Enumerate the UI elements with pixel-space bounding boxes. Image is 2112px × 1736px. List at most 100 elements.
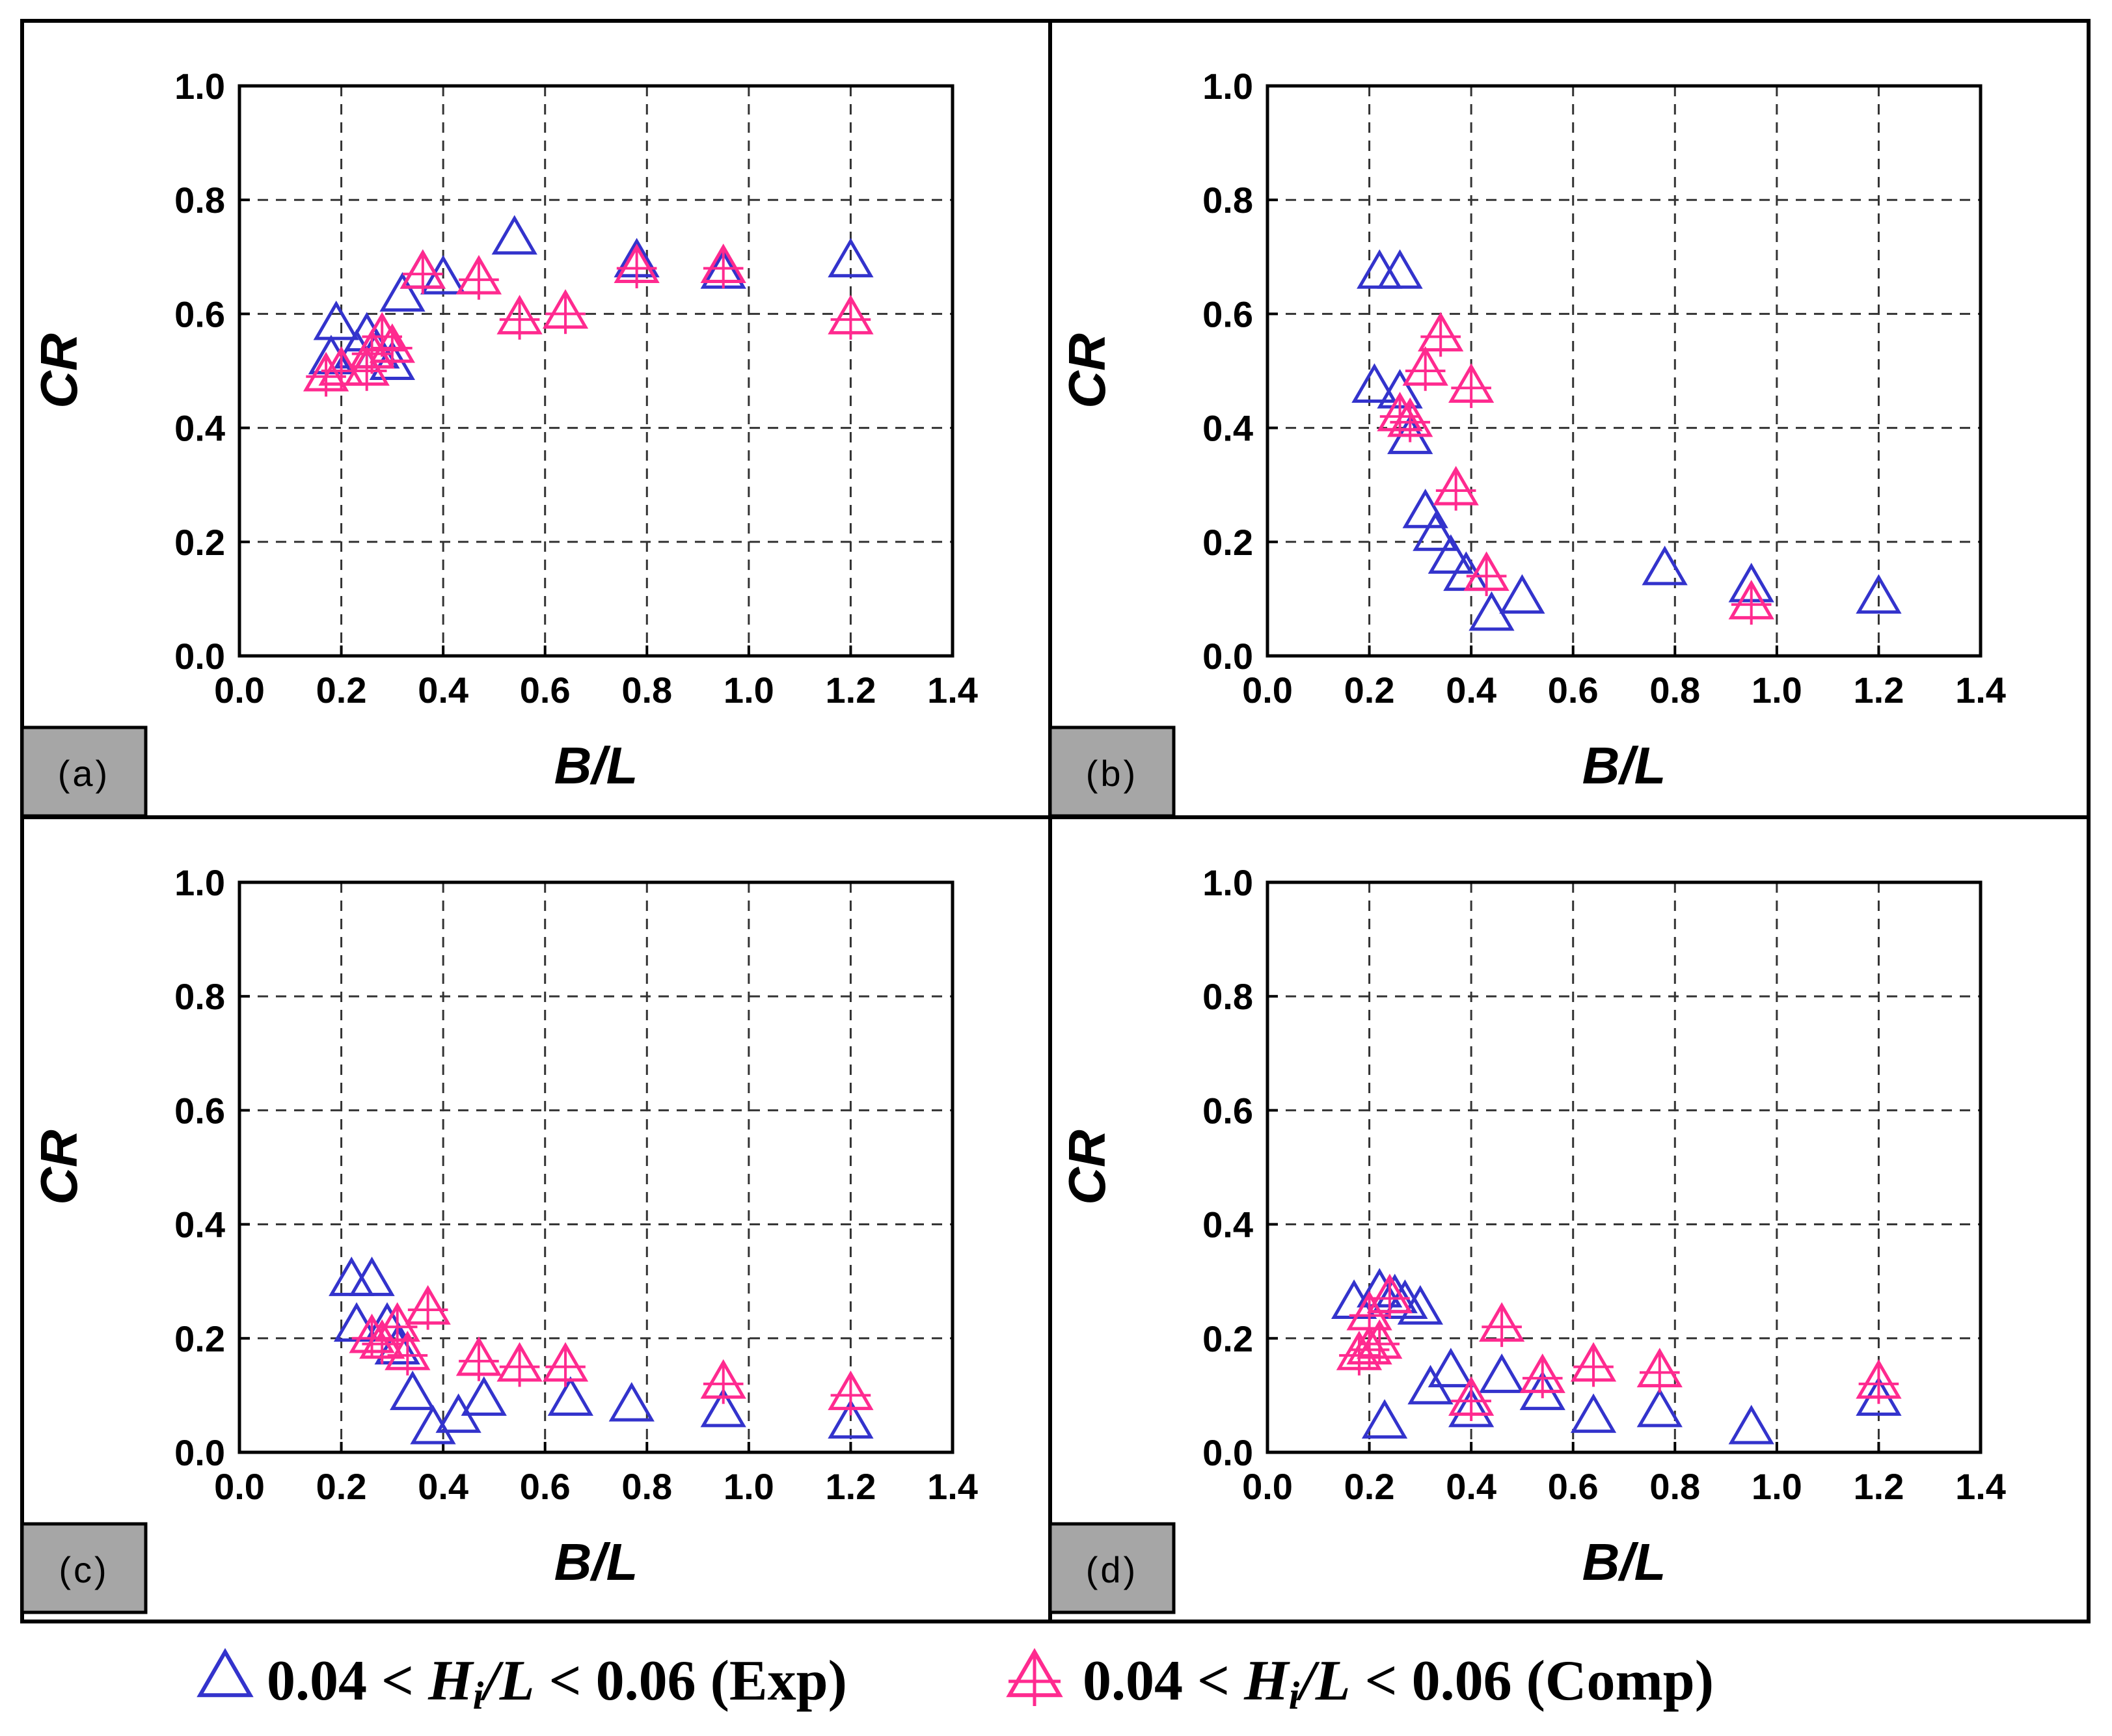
legend-exp-suffix: < 0.06 (Exp) bbox=[534, 1649, 846, 1713]
y-tick-label: 0.8 bbox=[174, 180, 225, 221]
plot-area bbox=[237, 880, 954, 1454]
data-point-exp bbox=[828, 1399, 874, 1439]
data-point-comp bbox=[496, 1342, 543, 1387]
data-point-comp bbox=[1570, 1342, 1617, 1387]
panel-tag-b: (b) bbox=[1048, 726, 1176, 818]
series-comp bbox=[1377, 312, 1774, 625]
data-point-comp bbox=[1463, 551, 1510, 597]
plot-area bbox=[1266, 84, 1983, 658]
data-point-exp bbox=[1413, 511, 1459, 551]
data-point-comp bbox=[399, 249, 446, 294]
x-tick-label: 0.0 bbox=[1242, 1466, 1293, 1507]
data-point-comp bbox=[385, 1331, 431, 1376]
x-tick-label: 1.2 bbox=[825, 670, 876, 711]
data-point-exp bbox=[1351, 363, 1398, 403]
data-point-exp bbox=[1428, 1348, 1474, 1388]
panel-b: 0.0 0.2 0.4 0.6 0.8 1.0 1.2 1.4 0.0 0.2 0.4 0.6 0.8 1… bbox=[1048, 66, 2006, 818]
x-tick-label: 1.0 bbox=[724, 1466, 774, 1507]
x-tick-label: 0.4 bbox=[418, 670, 468, 711]
x-axis-label: B/L bbox=[1582, 737, 1666, 794]
data-point-comp bbox=[455, 254, 502, 300]
x-tick-label: 0.8 bbox=[1649, 670, 1700, 711]
y-tick-label: 0.6 bbox=[1202, 293, 1253, 334]
x-tick-label: 0.6 bbox=[1548, 1466, 1599, 1507]
data-point-comp bbox=[542, 289, 589, 334]
x-tick-label: 0.2 bbox=[316, 1466, 367, 1507]
x-tick-label: 0.2 bbox=[1344, 1466, 1395, 1507]
data-point-comp bbox=[1448, 1376, 1495, 1421]
x-axis-label: B/L bbox=[554, 1533, 638, 1591]
legend-comp-suffix: < 0.06 (Comp) bbox=[1350, 1649, 1714, 1713]
data-point-exp bbox=[1642, 545, 1688, 586]
x-tick-label: 0.8 bbox=[621, 670, 672, 711]
x-tick-label: 0.4 bbox=[1446, 670, 1496, 711]
panel-tag-label: (a) bbox=[58, 753, 110, 794]
figure-frame bbox=[20, 19, 2091, 1623]
x-tick-label: 0.2 bbox=[316, 670, 367, 711]
data-point-comp bbox=[1366, 1273, 1413, 1319]
x-axis-label: B/L bbox=[554, 737, 638, 794]
x-tick-label: 1.2 bbox=[1853, 1466, 1904, 1507]
panel-a: 0.0 0.2 0.4 0.6 0.8 1.0 1.2 1.4 0.0 0.2 0.4 0.6 0.8 1… bbox=[20, 66, 978, 818]
legend-comp-prefix: 0.04 < bbox=[1083, 1649, 1244, 1713]
legend-comp-var-l: /L bbox=[1295, 1649, 1350, 1713]
data-point-exp bbox=[1448, 1387, 1495, 1428]
x-tick-label: 1.2 bbox=[1853, 670, 1904, 711]
legend-comp-label: 0.04 < Hi/L < 0.06 (Comp) bbox=[1083, 1649, 1714, 1717]
y-tick-label: 0.4 bbox=[1202, 1204, 1253, 1245]
data-point-exp bbox=[1499, 574, 1545, 614]
x-tick-label: 1.0 bbox=[1752, 1466, 1802, 1507]
panel-tag-box bbox=[20, 1522, 148, 1614]
y-tick-label: 0.0 bbox=[1202, 636, 1253, 677]
panel-tag-label: (d) bbox=[1086, 1549, 1138, 1590]
legend-exp-var-h: H bbox=[427, 1649, 474, 1713]
data-point-exp bbox=[1357, 249, 1403, 289]
data-point-exp bbox=[1397, 1285, 1443, 1325]
legend-exp-var-l: /L bbox=[480, 1649, 534, 1713]
data-point-exp bbox=[313, 300, 359, 340]
y-axis-label: CR bbox=[30, 333, 88, 409]
y-tick-label: 0.8 bbox=[1202, 976, 1253, 1017]
y-axis-label: CR bbox=[1058, 333, 1116, 409]
panel-tag-c: (c) bbox=[20, 1522, 148, 1614]
x-tick-label: 0.6 bbox=[520, 1466, 571, 1507]
y-tick-label: 0.0 bbox=[174, 636, 225, 677]
series-exp bbox=[308, 215, 874, 380]
panel-tag-label: (b) bbox=[1086, 753, 1138, 794]
data-point-exp bbox=[700, 1387, 746, 1428]
data-point-comp bbox=[828, 295, 874, 340]
y-tick-label: 0.6 bbox=[174, 293, 225, 334]
data-point-comp bbox=[405, 1285, 451, 1330]
panel-c: 0.0 0.2 0.4 0.6 0.8 1.0 1.2 1.4 0.0 0.2 0.4 0.6 0.8 1… bbox=[20, 862, 978, 1614]
x-tick-label: 0.0 bbox=[214, 1466, 265, 1507]
data-point-exp bbox=[1478, 1353, 1525, 1393]
data-point-exp bbox=[1570, 1393, 1617, 1433]
data-point-exp bbox=[608, 1381, 655, 1422]
y-tick-label: 0.4 bbox=[174, 1204, 225, 1245]
y-tick-label: 0.0 bbox=[1202, 1432, 1253, 1473]
data-point-comp bbox=[1636, 1348, 1683, 1393]
x-tick-label: 0.8 bbox=[621, 1466, 672, 1507]
x-tick-label: 1.4 bbox=[927, 1466, 978, 1507]
data-point-comp bbox=[1448, 363, 1495, 409]
data-point-exp bbox=[1428, 534, 1474, 574]
series-exp bbox=[1331, 1268, 1902, 1444]
x-tick-label: 1.4 bbox=[927, 670, 978, 711]
y-tick-label: 0.2 bbox=[1202, 1318, 1253, 1359]
y-tick-label: 0.2 bbox=[174, 522, 225, 563]
data-point-comp bbox=[1478, 1302, 1525, 1348]
data-point-exp bbox=[461, 1376, 507, 1416]
series-comp bbox=[303, 243, 874, 397]
y-tick-label: 1.0 bbox=[174, 66, 225, 107]
panel-d: 0.0 0.2 0.4 0.6 0.8 1.0 1.2 1.4 0.0 0.2 0.4 0.6 0.8 1… bbox=[1048, 862, 2006, 1614]
panel-tag-d: (d) bbox=[1048, 1522, 1176, 1614]
plot-area bbox=[1266, 880, 1983, 1454]
panel-tag-a: (a) bbox=[20, 726, 148, 818]
y-tick-label: 1.0 bbox=[1202, 862, 1253, 903]
y-tick-label: 0.2 bbox=[1202, 522, 1253, 563]
y-tick-label: 0.6 bbox=[174, 1090, 225, 1131]
panel-tag-box bbox=[20, 726, 148, 818]
data-point-comp bbox=[1387, 397, 1433, 442]
y-tick-label: 0.4 bbox=[174, 408, 225, 449]
